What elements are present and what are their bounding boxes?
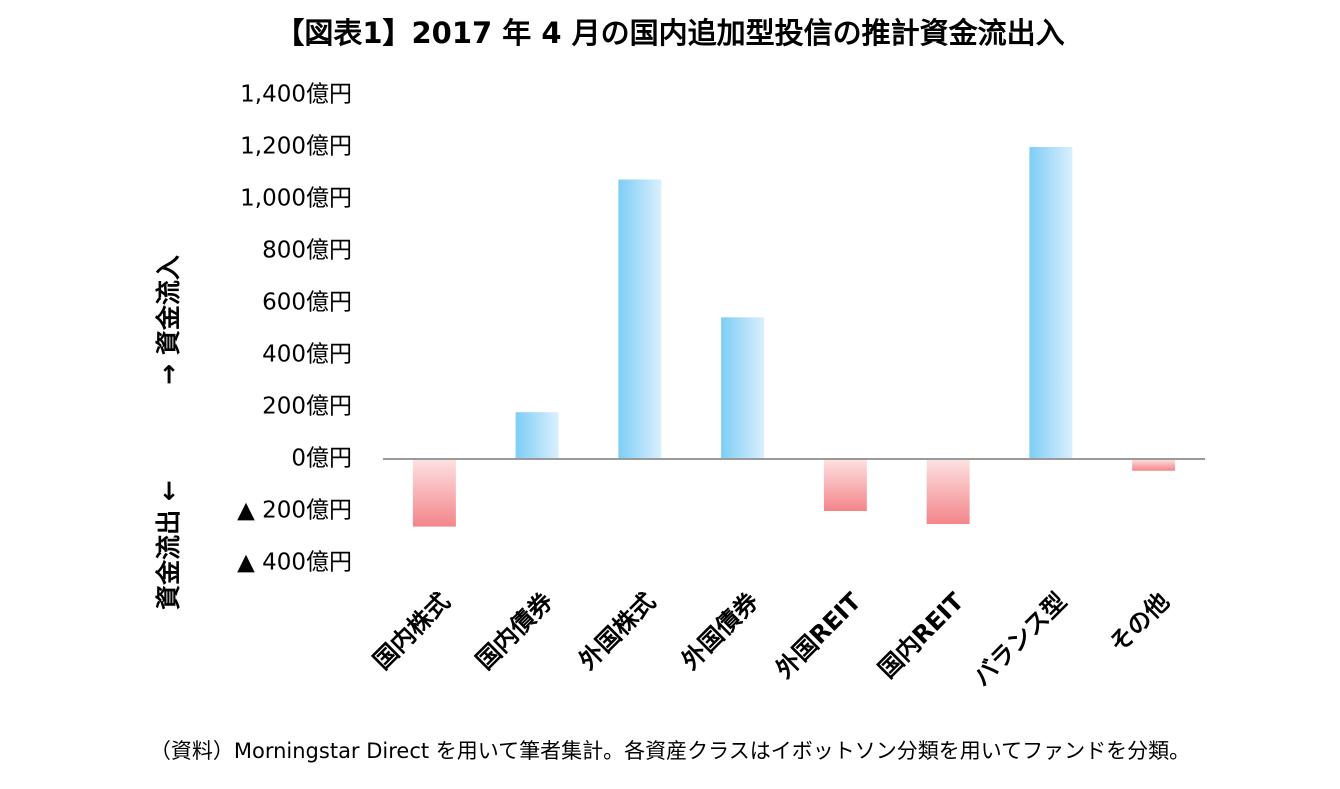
outflow-axis-label: 資金流出 ← xyxy=(154,480,183,610)
y-tick-label: ▲ 400億円 xyxy=(237,550,352,576)
chart-title: 【図表1】2017 年 4 月の国内追加型投信の推計資金流出入 xyxy=(275,16,1065,50)
x-tick-label: 国内REIT xyxy=(873,587,970,684)
y-tick-label: 800億円 xyxy=(262,238,352,264)
bar xyxy=(515,412,559,459)
x-tick-label: 国内債券 xyxy=(471,587,559,675)
bar xyxy=(926,459,970,524)
bar xyxy=(721,317,765,459)
x-tick-label: 外国REIT xyxy=(770,587,867,684)
bar xyxy=(1029,147,1073,459)
y-tick-label: 0億円 xyxy=(291,446,352,472)
x-tick-label: その他 xyxy=(1104,587,1175,658)
bar xyxy=(1132,459,1176,471)
bar xyxy=(618,179,662,459)
y-axis-labels: 1,400億円 1,200億円 1,000億円 800億円 600億円 400億円 200億… xyxy=(237,82,352,576)
y-tick-label: 1,000億円 xyxy=(240,186,352,212)
x-tick-label: 外国株式 xyxy=(573,587,661,675)
bar xyxy=(412,459,456,527)
bars xyxy=(412,147,1176,527)
y-tick-label: 1,400億円 xyxy=(240,82,352,108)
y-tick-label: 400億円 xyxy=(262,342,352,368)
x-tick-label: 国内株式 xyxy=(368,587,456,675)
y-tick-label: ▲ 200億円 xyxy=(237,498,352,524)
inflow-axis-label: → 資金流入 xyxy=(154,255,183,385)
bar xyxy=(823,459,867,511)
y-tick-label: 600億円 xyxy=(262,290,352,316)
x-tick-label: バランス型 xyxy=(968,587,1072,691)
source-note: （資料）Morningstar Direct を用いて筆者集計。各資産クラスはイ… xyxy=(149,739,1191,763)
x-tick-label: 外国債券 xyxy=(676,587,764,675)
y-tick-label: 200億円 xyxy=(262,394,352,420)
y-tick-label: 1,200億円 xyxy=(240,134,352,160)
